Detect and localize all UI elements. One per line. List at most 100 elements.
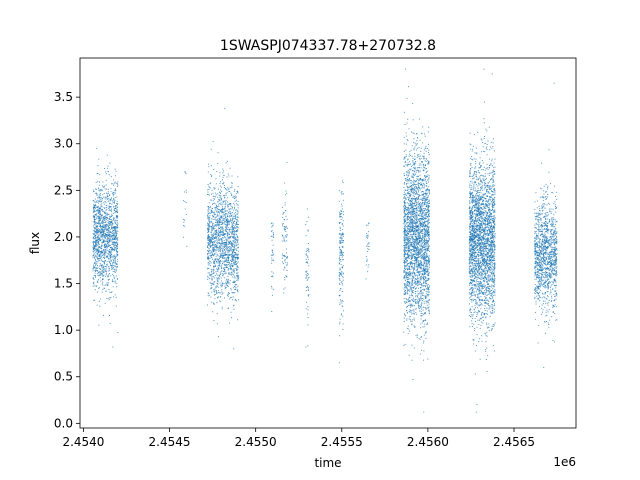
data-point (416, 197, 418, 199)
data-point (212, 302, 214, 304)
data-point (109, 194, 111, 196)
data-point (97, 249, 99, 251)
data-point (230, 227, 232, 229)
data-point (97, 215, 99, 217)
data-point (410, 190, 412, 192)
data-point (307, 279, 309, 281)
data-point (405, 271, 407, 273)
data-point (284, 279, 286, 281)
data-point (427, 201, 429, 203)
data-point (213, 195, 215, 197)
data-point (407, 192, 409, 194)
data-point (235, 224, 237, 226)
data-point (101, 273, 103, 275)
data-point (108, 233, 110, 235)
data-point (404, 196, 406, 198)
data-point (339, 214, 341, 216)
data-point (284, 226, 286, 227)
data-point (408, 217, 410, 219)
data-point (222, 274, 224, 276)
data-point (223, 239, 225, 241)
data-point (413, 149, 415, 151)
data-point (99, 254, 101, 256)
data-point (207, 163, 209, 165)
data-point (102, 197, 104, 199)
data-point (421, 308, 423, 310)
data-point (422, 219, 424, 220)
data-point (235, 267, 237, 269)
data-point (110, 251, 112, 253)
data-point (218, 274, 220, 276)
data-point (226, 243, 228, 245)
data-point (339, 335, 341, 337)
data-point (94, 267, 96, 269)
data-point (232, 215, 234, 217)
data-point (235, 284, 237, 286)
data-point (234, 284, 236, 286)
data-point (428, 189, 430, 191)
data-point (221, 223, 223, 225)
data-point (220, 254, 222, 256)
data-point (113, 208, 115, 210)
data-point (425, 271, 427, 273)
data-point (226, 257, 228, 259)
data-point (106, 213, 108, 215)
data-point (416, 265, 418, 267)
data-point (423, 204, 425, 206)
data-point (101, 217, 103, 219)
data-point (214, 216, 216, 218)
data-point (208, 185, 210, 187)
data-point (237, 261, 239, 263)
data-point (412, 181, 414, 183)
data-point (411, 145, 413, 147)
data-point (216, 293, 218, 295)
data-point (227, 233, 229, 235)
data-point (228, 242, 230, 244)
data-point (425, 242, 427, 244)
data-point (410, 214, 412, 216)
data-point (227, 268, 229, 270)
data-point (103, 270, 105, 272)
data-point (409, 311, 411, 313)
data-point (94, 248, 96, 250)
data-point (236, 204, 238, 206)
data-point (423, 257, 425, 259)
data-point (342, 246, 344, 248)
data-point (428, 310, 430, 312)
data-point (114, 209, 116, 211)
data-point (233, 292, 235, 294)
data-point (404, 226, 406, 228)
data-point (224, 243, 226, 245)
data-point (107, 188, 109, 190)
data-point (229, 202, 231, 204)
data-point (423, 288, 425, 290)
data-point (282, 212, 284, 214)
data-point (233, 226, 235, 228)
data-point (410, 252, 412, 254)
data-point (426, 212, 428, 214)
data-point (105, 268, 107, 270)
data-point (231, 242, 233, 244)
data-point (308, 294, 310, 296)
data-point (96, 226, 98, 228)
data-point (93, 257, 95, 259)
data-point (208, 267, 210, 269)
data-point (106, 209, 108, 211)
data-point (228, 249, 230, 251)
data-point (97, 212, 99, 214)
data-point (109, 231, 111, 233)
data-point (210, 193, 212, 195)
data-point (403, 205, 405, 207)
data-point (429, 202, 431, 204)
data-point (234, 189, 236, 191)
data-point (93, 225, 95, 227)
data-point (409, 216, 411, 218)
data-point (339, 232, 341, 234)
data-point (224, 221, 226, 223)
data-point (210, 165, 212, 167)
data-point (211, 211, 213, 213)
data-point (286, 264, 288, 266)
data-point (418, 232, 420, 234)
data-point (412, 255, 414, 257)
data-point (424, 232, 426, 234)
